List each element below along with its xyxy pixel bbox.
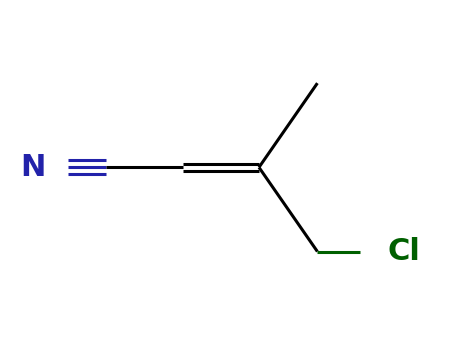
Text: N: N [20, 153, 46, 182]
Text: Cl: Cl [387, 237, 420, 266]
